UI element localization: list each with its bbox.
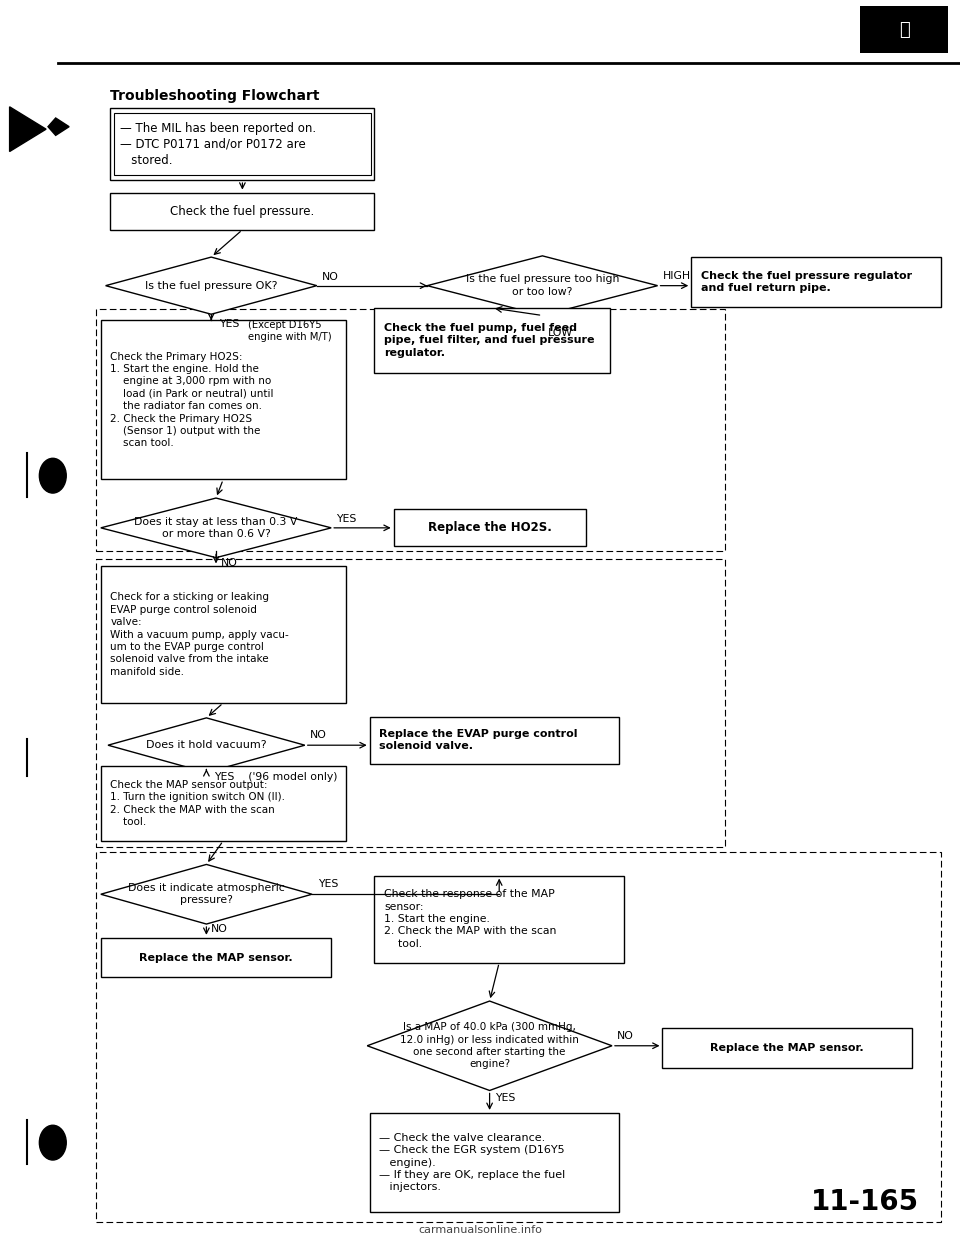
Text: Troubleshooting Flowchart: Troubleshooting Flowchart xyxy=(110,88,320,103)
Text: — Check the valve clearance.
— Check the EGR system (D16Y5
   engine).
— If they: — Check the valve clearance. — Check the… xyxy=(379,1133,565,1192)
Text: Is the fuel pressure OK?: Is the fuel pressure OK? xyxy=(145,281,277,291)
Text: Does it stay at less than 0.3 V
or more than 0.6 V?: Does it stay at less than 0.3 V or more … xyxy=(134,517,298,539)
Text: Check the MAP sensor output:
1. Turn the ignition switch ON (II).
2. Check the M: Check the MAP sensor output: 1. Turn the… xyxy=(110,780,285,827)
FancyBboxPatch shape xyxy=(370,717,619,764)
Text: HIGH: HIGH xyxy=(662,271,690,281)
FancyBboxPatch shape xyxy=(114,113,371,175)
Polygon shape xyxy=(106,257,317,314)
FancyBboxPatch shape xyxy=(110,108,374,180)
FancyBboxPatch shape xyxy=(101,320,346,479)
Text: Replace the EVAP purge control
solenoid valve.: Replace the EVAP purge control solenoid … xyxy=(379,729,578,751)
Polygon shape xyxy=(101,864,312,924)
FancyBboxPatch shape xyxy=(101,566,346,703)
Text: Replace the MAP sensor.: Replace the MAP sensor. xyxy=(139,953,293,963)
Polygon shape xyxy=(10,107,46,152)
Text: Check the fuel pressure regulator
and fuel return pipe.: Check the fuel pressure regulator and fu… xyxy=(701,271,912,293)
Polygon shape xyxy=(101,498,331,558)
Text: Check the fuel pressure.: Check the fuel pressure. xyxy=(170,205,315,217)
Text: Replace the MAP sensor.: Replace the MAP sensor. xyxy=(710,1043,864,1053)
FancyBboxPatch shape xyxy=(374,308,610,373)
Text: YES: YES xyxy=(495,1093,516,1103)
Text: NO: NO xyxy=(221,558,238,568)
Text: NO: NO xyxy=(616,1031,634,1041)
Text: Does it indicate atmospheric
pressure?: Does it indicate atmospheric pressure? xyxy=(128,883,285,905)
Text: NO: NO xyxy=(309,730,326,740)
FancyBboxPatch shape xyxy=(394,509,586,546)
FancyBboxPatch shape xyxy=(374,876,624,963)
FancyBboxPatch shape xyxy=(691,257,941,307)
Text: YES: YES xyxy=(336,514,356,524)
Text: Is a MAP of 40.0 kPa (300 mmHg,
12.0 inHg) or less indicated within
one second a: Is a MAP of 40.0 kPa (300 mmHg, 12.0 inH… xyxy=(400,1022,579,1069)
Polygon shape xyxy=(427,256,658,315)
Text: LOW: LOW xyxy=(548,328,573,338)
Text: Check for a sticking or leaking
EVAP purge control solenoid
valve:
With a vacuum: Check for a sticking or leaking EVAP pur… xyxy=(110,592,289,677)
Text: NO: NO xyxy=(211,924,228,934)
Polygon shape xyxy=(367,1001,612,1090)
Circle shape xyxy=(39,458,66,493)
Text: Check the fuel pump, fuel feed
pipe, fuel filter, and fuel pressure
regulator.: Check the fuel pump, fuel feed pipe, fue… xyxy=(384,323,594,358)
FancyBboxPatch shape xyxy=(860,6,948,53)
FancyBboxPatch shape xyxy=(370,1113,619,1212)
Text: (Except D16Y5
engine with M/T): (Except D16Y5 engine with M/T) xyxy=(248,320,331,342)
Text: YES: YES xyxy=(219,319,239,329)
Text: Does it hold vacuum?: Does it hold vacuum? xyxy=(146,740,267,750)
Text: 11-165: 11-165 xyxy=(811,1189,920,1216)
Text: YES: YES xyxy=(318,879,338,889)
Text: Check the response of the MAP
sensor:
1. Start the engine.
2. Check the MAP with: Check the response of the MAP sensor: 1.… xyxy=(384,889,557,949)
Text: carmanualsonline.info: carmanualsonline.info xyxy=(418,1225,542,1235)
FancyBboxPatch shape xyxy=(101,938,331,977)
Text: Replace the HO2S.: Replace the HO2S. xyxy=(427,522,552,534)
Text: Check the Primary HO2S:
1. Start the engine. Hold the
    engine at 3,000 rpm wi: Check the Primary HO2S: 1. Start the eng… xyxy=(110,351,274,448)
Text: Is the fuel pressure too high
or too low?: Is the fuel pressure too high or too low… xyxy=(466,274,619,297)
Text: NO: NO xyxy=(322,272,339,282)
Polygon shape xyxy=(108,718,305,773)
Circle shape xyxy=(39,1125,66,1160)
Text: — The MIL has been reported on.
— DTC P0171 and/or P0172 are
   stored.: — The MIL has been reported on. — DTC P0… xyxy=(120,122,316,166)
FancyBboxPatch shape xyxy=(662,1028,912,1068)
FancyBboxPatch shape xyxy=(110,193,374,230)
Text: ⛳: ⛳ xyxy=(899,21,910,39)
Text: YES    ('96 model only): YES ('96 model only) xyxy=(214,773,338,782)
Polygon shape xyxy=(48,118,69,135)
FancyBboxPatch shape xyxy=(101,766,346,841)
